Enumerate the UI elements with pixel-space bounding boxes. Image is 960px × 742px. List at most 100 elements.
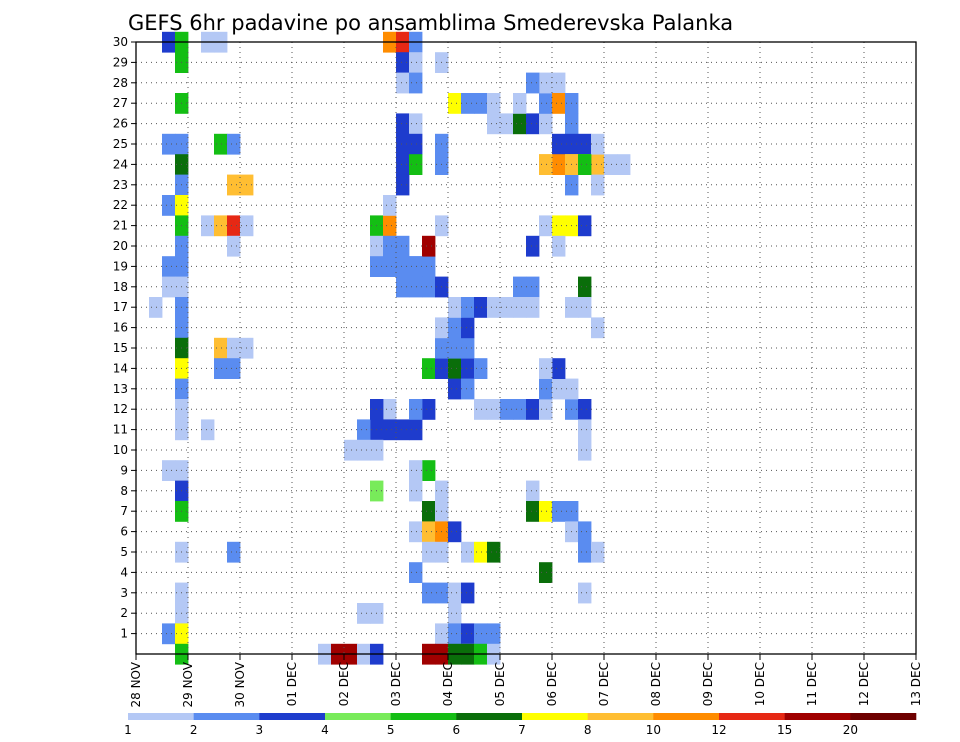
heatmap-cell (396, 276, 410, 298)
heatmap-cell (448, 317, 462, 339)
y-tick-label: 22 (113, 198, 128, 212)
heatmap-cell (552, 133, 566, 155)
heatmap-cell (383, 419, 397, 441)
heatmap-cell (578, 154, 592, 175)
chart-title: GEFS 6hr padavine po ansamblima Smederev… (128, 11, 733, 35)
heatmap-cell (162, 133, 176, 155)
heatmap-cell (409, 480, 423, 502)
heatmap-cell (578, 297, 592, 318)
heatmap-cell (409, 562, 423, 583)
x-tick-label: 07 DEC (597, 662, 611, 706)
heatmap-cell (227, 235, 241, 257)
colorbar-label: 1 (124, 723, 132, 737)
heatmap-cell (591, 317, 605, 339)
heatmap-cell (448, 521, 462, 543)
colorbar-swatch (325, 713, 391, 720)
heatmap-cell (539, 501, 553, 522)
heatmap-cell (422, 276, 436, 298)
heatmap-cell (461, 378, 475, 400)
heatmap-cell (448, 582, 462, 604)
colorbar-swatch (653, 713, 720, 720)
x-tick-label: 28 NOV (129, 661, 143, 707)
colorbar-label: 2 (190, 723, 198, 737)
y-tick-label: 29 (113, 55, 128, 69)
colorbar: 1 2 3 4 5 6 7 8 10 12 15 20 (124, 713, 917, 737)
x-tick-label: 05 DEC (493, 662, 507, 706)
heatmap-cell (539, 215, 553, 237)
heatmap-cell (201, 419, 215, 441)
heatmap-cell (396, 52, 410, 73)
heatmap-cell (396, 235, 410, 257)
colorbar-label: 20 (843, 723, 858, 737)
y-tick-label: 4 (120, 565, 128, 579)
heatmap-cell (227, 174, 241, 196)
heatmap-cell (149, 297, 163, 318)
colorbar-label: 6 (453, 723, 461, 737)
heatmap-cell (526, 297, 540, 318)
x-tick-label: 06 DEC (545, 662, 559, 706)
heatmap-cell (409, 72, 423, 94)
colorbar-swatch (259, 713, 326, 720)
colorbar-swatch (128, 713, 194, 720)
y-tick-label: 11 (113, 423, 128, 437)
colorbar-label: 4 (321, 723, 329, 737)
heatmap-cell (461, 358, 475, 379)
heatmap-cell (214, 215, 228, 237)
colorbar-label: 7 (518, 723, 526, 737)
y-tick-label: 18 (113, 280, 128, 294)
heatmap-cell (357, 439, 371, 461)
x-tick-label: 10 DEC (753, 662, 767, 706)
colorbar-swatch (784, 713, 851, 720)
heatmap-cell (422, 256, 436, 277)
heatmap-cell (422, 358, 436, 379)
heatmap-cell (448, 93, 462, 114)
heatmap-cell (227, 358, 241, 379)
heatmap-cell (422, 501, 436, 522)
heatmap-cell (422, 235, 436, 257)
heatmap-cell (214, 133, 228, 155)
heatmap-cell (227, 133, 241, 155)
heatmap-cell (448, 623, 462, 645)
y-tick-label: 9 (120, 463, 128, 477)
heatmap-cell (409, 399, 423, 420)
heatmap-cell (409, 256, 423, 277)
heatmap-cell (474, 399, 488, 420)
x-tick-label: 03 DEC (389, 662, 403, 706)
heatmap-cell (461, 93, 475, 114)
heatmap-cell (422, 582, 436, 604)
heatmap-cell (396, 72, 410, 94)
heatmap-cell (409, 521, 423, 543)
y-tick-label: 5 (120, 545, 128, 559)
colorbar-swatch (719, 713, 785, 720)
colorbar-label: 12 (711, 723, 726, 737)
heatmap-cell (539, 358, 553, 379)
heatmap-cell (578, 133, 592, 155)
heatmap-cell (513, 276, 527, 298)
colorbar-label: 5 (387, 723, 395, 737)
heatmap-cell (422, 399, 436, 420)
heatmap-cell (552, 235, 566, 257)
heatmap-cell (487, 113, 501, 135)
heatmap-cell (552, 358, 566, 379)
heatmap-cell (539, 562, 553, 583)
y-tick-label: 7 (120, 504, 128, 518)
heatmap-cell (578, 439, 592, 461)
heatmap-cell (344, 439, 358, 461)
y-tick-label: 20 (113, 239, 128, 253)
heatmap-cell (487, 623, 501, 645)
y-tick-label: 19 (113, 259, 128, 273)
heatmap-cell (201, 215, 215, 237)
heatmap-cell (526, 235, 540, 257)
colorbar-swatch (522, 713, 588, 720)
heatmap-cell (162, 623, 176, 645)
heatmap-cell (513, 113, 527, 135)
grid-lines (136, 41, 916, 654)
x-tick-label: 01 DEC (285, 662, 299, 706)
heatmap-cell (526, 113, 540, 135)
heatmap-cell (539, 93, 553, 114)
heatmap-cell (539, 113, 553, 135)
heatmap-cell (513, 297, 527, 318)
heatmap-cell (162, 276, 176, 298)
heatmap-cell (552, 154, 566, 175)
heatmap-cell (539, 378, 553, 400)
